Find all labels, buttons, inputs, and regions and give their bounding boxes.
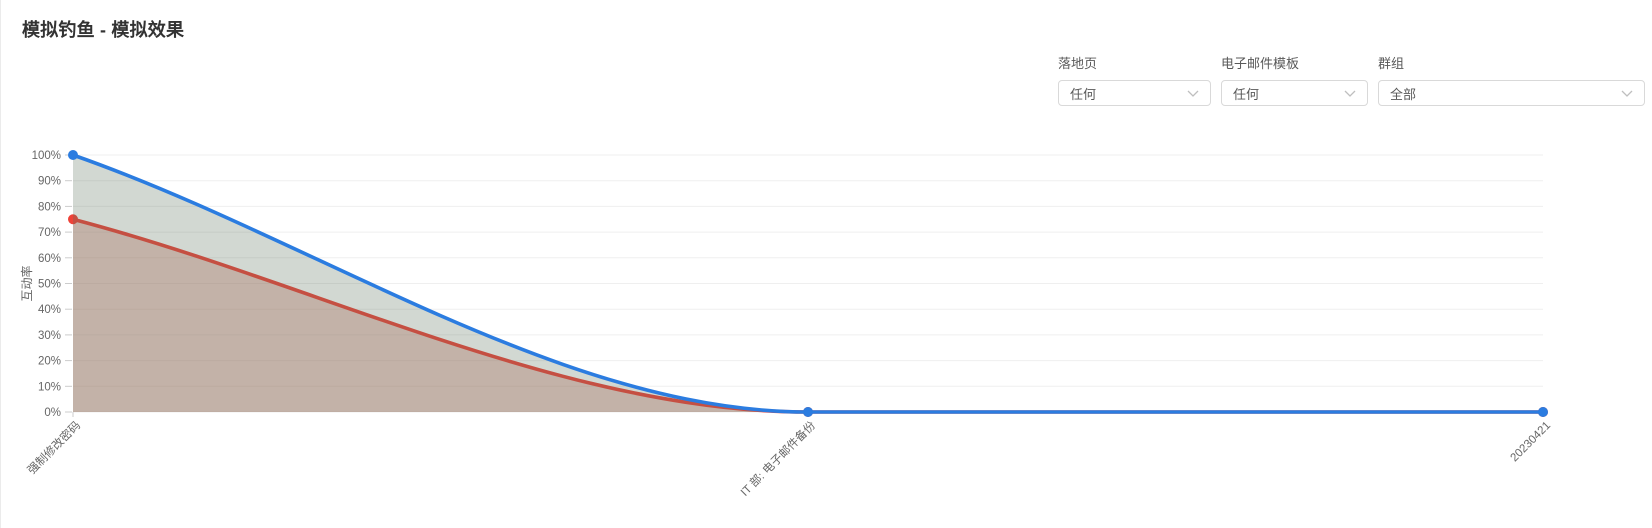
x-tick-label: 强制修改密码	[24, 418, 83, 477]
y-tick-label: 30%	[38, 330, 61, 342]
chevron-down-icon	[1621, 90, 1633, 97]
series-red-area	[73, 219, 1543, 412]
y-tick-label: 80%	[38, 201, 61, 213]
landing-page-label: 落地页	[1058, 56, 1098, 71]
email-template-label: 电子邮件模板	[1221, 56, 1300, 71]
y-tick-label: 0%	[44, 407, 61, 419]
y-tick-label: 50%	[38, 279, 61, 291]
y-tick-label: 70%	[38, 227, 61, 239]
filter-group: 群组 全部	[1378, 53, 1645, 106]
x-tick-label: IT 部: 电子邮件备份	[737, 418, 818, 499]
y-tick-label: 100%	[32, 150, 61, 162]
y-tick-label: 20%	[38, 356, 61, 368]
email-template-value: 任何	[1233, 86, 1260, 102]
filter-email-template: 电子邮件模板 任何	[1221, 53, 1368, 106]
landing-page-select[interactable]: 任何	[1058, 80, 1211, 106]
group-select[interactable]: 全部	[1378, 80, 1645, 106]
group-value: 全部	[1390, 86, 1417, 102]
series-blue-data-point-dot	[1538, 407, 1548, 417]
page-title: 模拟钓鱼 - 模拟效果	[22, 20, 185, 40]
landing-page-value: 任何	[1070, 86, 1097, 102]
y-tick-label: 60%	[38, 253, 61, 265]
filter-landing-page: 落地页 任何	[1058, 53, 1211, 106]
y-tick-label: 90%	[38, 176, 61, 188]
y-tick-label: 40%	[38, 304, 61, 316]
y-axis-title: 互动率	[19, 265, 34, 301]
y-tick-label: 10%	[38, 381, 61, 393]
group-label: 群组	[1378, 56, 1405, 71]
chevron-down-icon	[1187, 90, 1199, 97]
series-blue-area	[73, 155, 1543, 412]
series-blue-data-point-dot	[68, 150, 78, 160]
series-blue-data-point-dot	[803, 407, 813, 417]
chevron-down-icon	[1344, 90, 1356, 97]
email-template-select[interactable]: 任何	[1221, 80, 1368, 106]
series-red-data-point-dot	[68, 214, 78, 225]
x-tick-label: 20230421	[1508, 420, 1553, 465]
